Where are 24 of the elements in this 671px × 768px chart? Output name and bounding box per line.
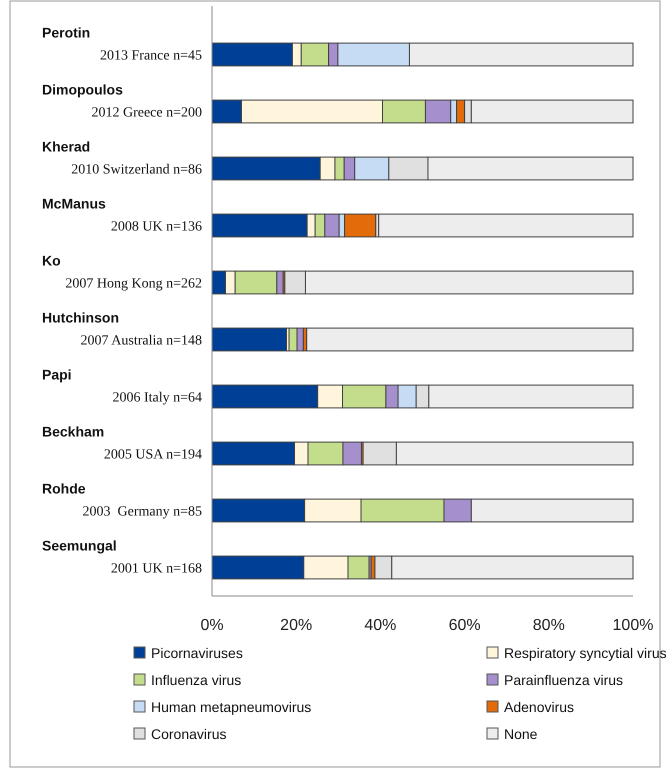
y-tick-label: Perotin 2013 France n=45 [42, 24, 202, 64]
y-tick-label: Rohde 2003 Germany n=85 [42, 480, 202, 520]
legend-label: Picornaviruses [151, 645, 243, 661]
y-tick-label: Beckham 2005 USA n=194 [42, 424, 202, 462]
y-tick-label: McManus 2008 UK n=136 [42, 196, 202, 234]
y-tick-label: Kherad 2010 Switzerland n=86 [42, 138, 202, 178]
x-tick-label: 80% [532, 617, 565, 634]
legend-label: Coronavirus [151, 726, 226, 742]
legend-label: Influenza virus [151, 672, 242, 688]
y-tick-label: Dimopoulos 2012 Greece n=200 [42, 82, 202, 120]
x-tick-label: 60% [448, 617, 481, 634]
x-tick-label: 0% [200, 617, 224, 634]
legend-label: Parainfluenza virus [504, 672, 624, 688]
legend-label: Adenovirus [504, 699, 574, 715]
x-tick-label: 40% [364, 617, 396, 634]
x-tick-label: 20% [280, 617, 312, 634]
legend-label: None [504, 726, 538, 742]
y-tick-label: Hutchinson 2007 Australia n=148 [42, 310, 202, 348]
x-tick-label: 100% [612, 617, 654, 634]
legend-label: Respiratory syncytial virus [504, 645, 667, 661]
category-label: Papi 2006 Italy n=64 [42, 366, 202, 406]
y-tick-label: Seemungal 2001 UK n=168 [42, 538, 202, 576]
y-tick-label: Ko 2007 Hong Kong n=262 [42, 252, 202, 292]
legend-label: Human metapneumovirus [151, 699, 312, 715]
